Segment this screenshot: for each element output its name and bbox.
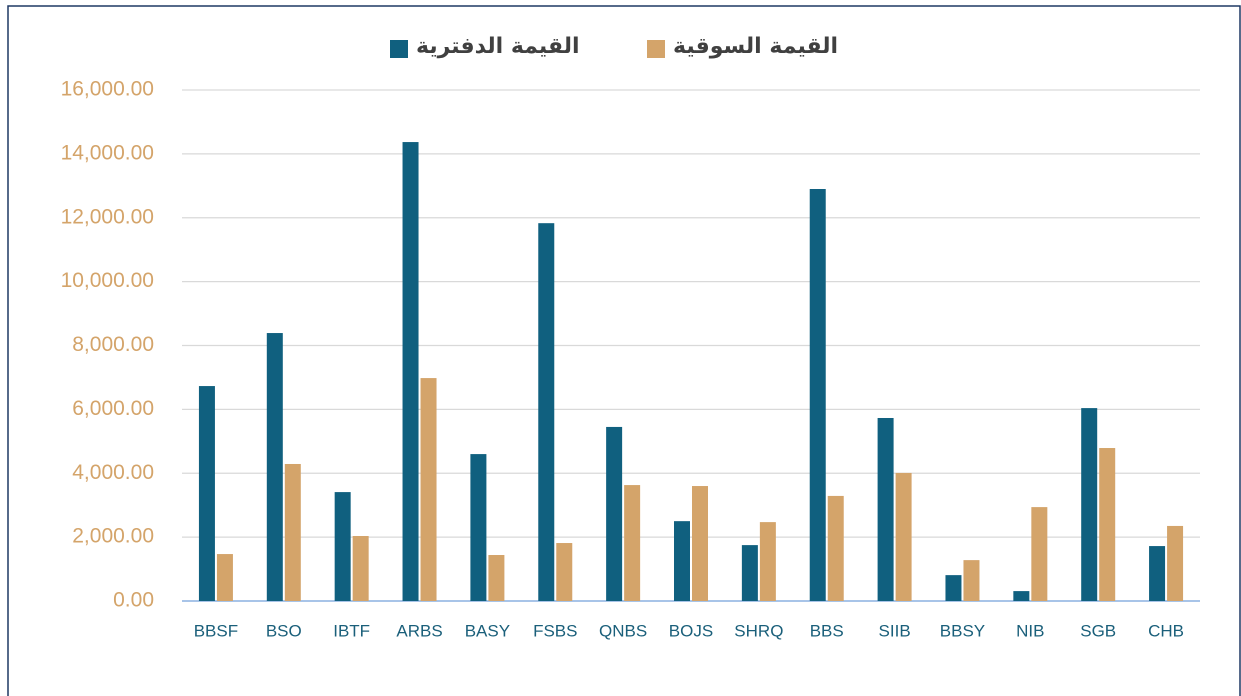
x-tick-label: FSBS bbox=[533, 621, 577, 640]
x-tick-label: IBTF bbox=[333, 621, 370, 640]
y-tick-label: 16,000.00 bbox=[61, 78, 154, 101]
x-tick-label: ARBS bbox=[396, 621, 442, 640]
bar bbox=[488, 555, 505, 601]
bar bbox=[402, 142, 419, 602]
bar bbox=[334, 492, 351, 601]
bar bbox=[284, 463, 301, 601]
bar bbox=[741, 545, 758, 601]
y-tick-label: 10,000.00 bbox=[61, 269, 154, 292]
legend-label: القيمة الدفترية bbox=[416, 34, 580, 59]
bar bbox=[895, 472, 912, 601]
bar bbox=[1149, 546, 1166, 601]
x-tick-label: SHRQ bbox=[734, 621, 783, 640]
bar bbox=[674, 521, 690, 601]
bar bbox=[1031, 507, 1048, 601]
x-tick-label: BBSF bbox=[194, 621, 238, 640]
bar bbox=[420, 378, 437, 601]
y-tick-label: 0.00 bbox=[113, 589, 154, 612]
bar bbox=[216, 554, 233, 601]
bar bbox=[1081, 408, 1098, 601]
chart-frame bbox=[7, 5, 1241, 696]
bar bbox=[1167, 525, 1184, 601]
bar bbox=[1099, 448, 1116, 601]
x-tick-label: BBS bbox=[810, 621, 844, 640]
y-tick-label: 12,000.00 bbox=[61, 205, 154, 228]
bar bbox=[945, 575, 962, 601]
bar bbox=[877, 417, 894, 601]
x-tick-label: QNBS bbox=[599, 621, 647, 640]
bar bbox=[963, 560, 980, 601]
x-tick-label: BASY bbox=[465, 621, 510, 640]
x-tick-label: BBSY bbox=[940, 621, 985, 640]
legend-label: القيمة السوقية bbox=[673, 34, 838, 59]
bar bbox=[352, 536, 369, 601]
bar bbox=[759, 522, 776, 601]
x-tick-label: SIIB bbox=[879, 621, 911, 640]
bar bbox=[198, 386, 215, 601]
bar bbox=[266, 333, 283, 601]
bar bbox=[556, 543, 573, 601]
bar bbox=[827, 495, 844, 601]
x-tick-label: BOJS bbox=[669, 621, 713, 640]
y-tick-label: 4,000.00 bbox=[72, 461, 154, 484]
y-tick-label: 6,000.00 bbox=[72, 397, 154, 420]
bar bbox=[809, 189, 826, 601]
bar bbox=[1013, 591, 1030, 601]
bar bbox=[538, 223, 555, 601]
y-tick-label: 2,000.00 bbox=[72, 525, 154, 548]
x-tick-label: CHB bbox=[1148, 621, 1184, 640]
bar bbox=[624, 485, 641, 601]
bar bbox=[606, 426, 623, 601]
bar bbox=[692, 486, 708, 601]
x-tick-label: BSO bbox=[266, 621, 302, 640]
y-tick-label: 14,000.00 bbox=[61, 141, 154, 164]
x-tick-label: SGB bbox=[1080, 621, 1116, 640]
y-tick-label: 8,000.00 bbox=[72, 333, 154, 356]
legend-swatch bbox=[647, 40, 665, 58]
x-tick-label: NIB bbox=[1016, 621, 1044, 640]
legend-swatch bbox=[390, 40, 408, 58]
bar bbox=[470, 454, 487, 601]
